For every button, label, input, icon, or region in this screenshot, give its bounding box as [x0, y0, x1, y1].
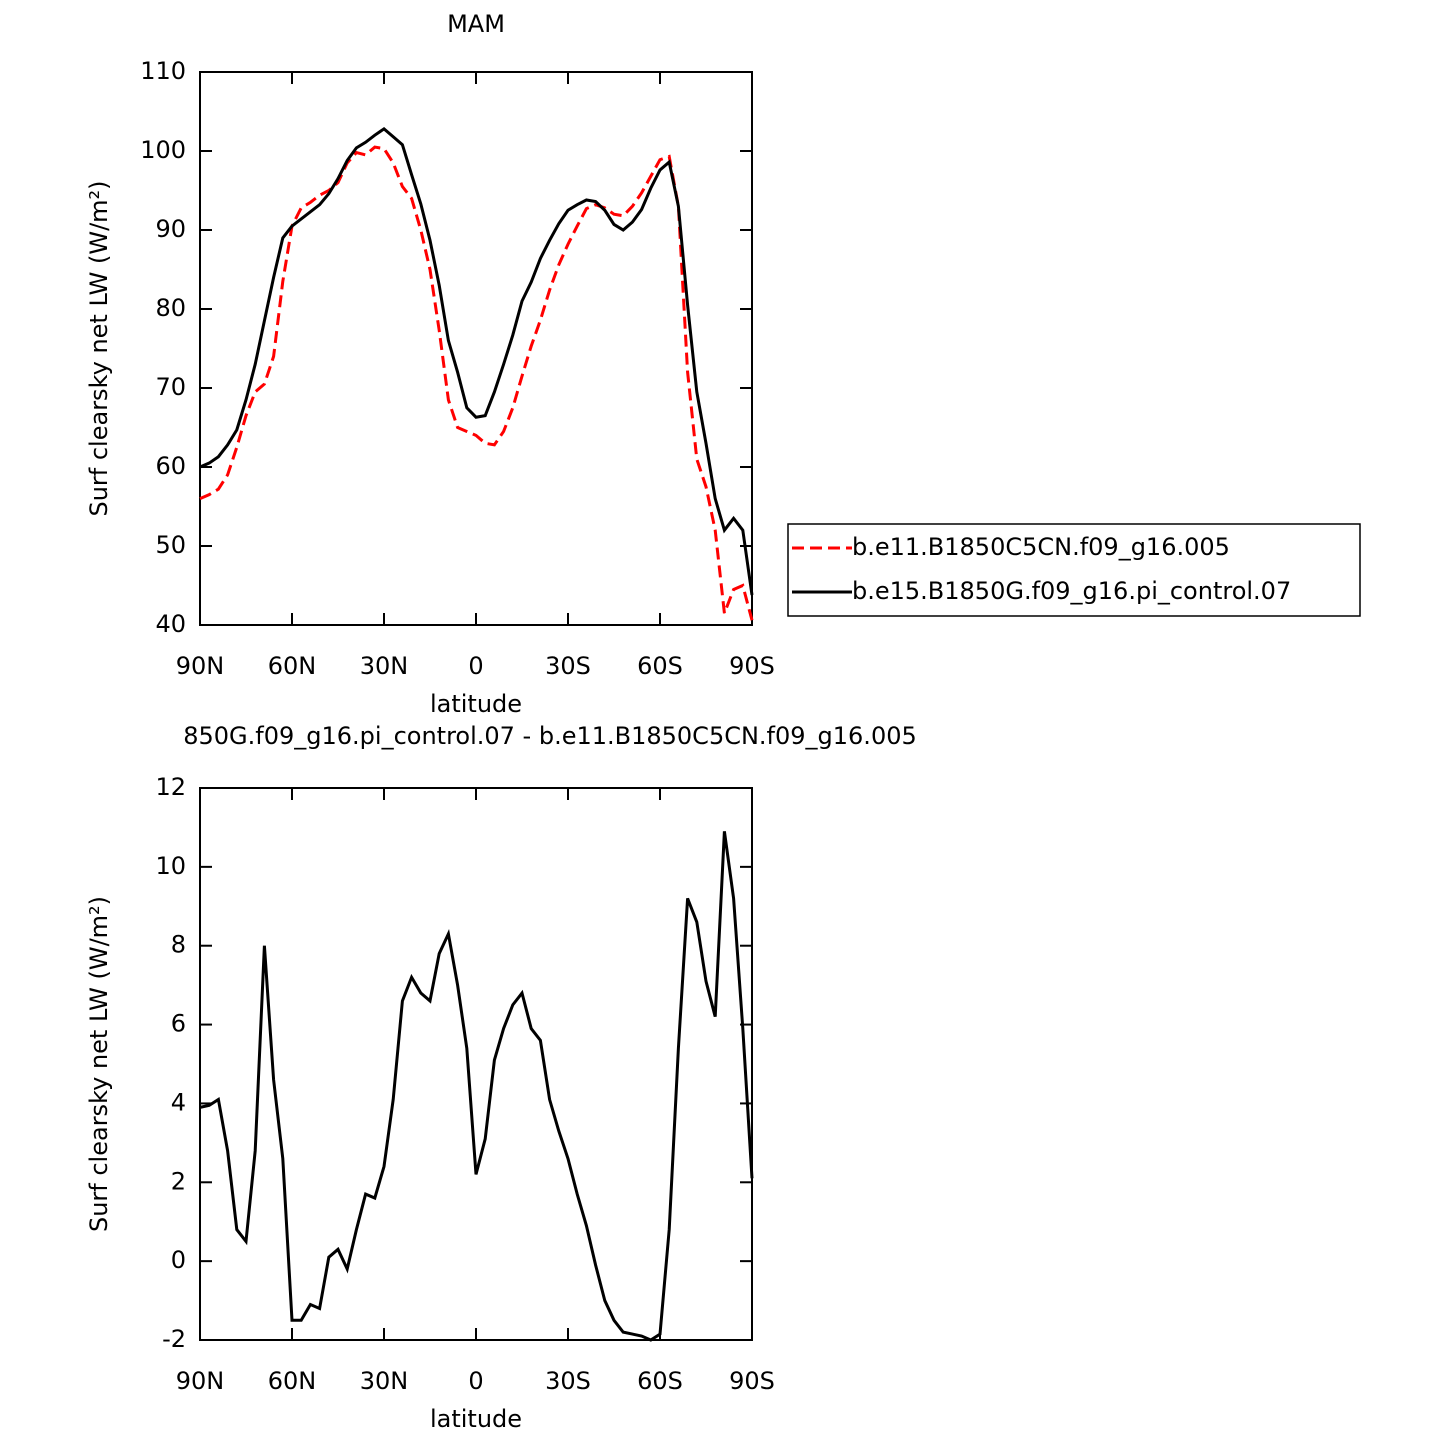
x-tick-label: 60S — [637, 1367, 683, 1395]
x-tick-label: 60N — [268, 1367, 317, 1395]
chart-title: MAM — [447, 10, 505, 38]
y-tick-label: 10 — [155, 852, 186, 880]
y-tick-label: 60 — [155, 452, 186, 480]
x-tick-label: 60S — [637, 652, 683, 680]
x-tick-label: 90N — [176, 1367, 225, 1395]
y-tick-label: 12 — [155, 773, 186, 801]
y-tick-label: 4 — [171, 1088, 186, 1116]
x-axis-label: latitude — [430, 1405, 522, 1433]
x-tick-label: 30S — [545, 1367, 591, 1395]
y-tick-label: 40 — [155, 610, 186, 638]
y-axis-label: Surf clearsky net LW (W/m²) — [85, 896, 113, 1232]
legend-label: b.e11.B1850C5CN.f09_g16.005 — [852, 533, 1230, 561]
y-axis-label: Surf clearsky net LW (W/m²) — [85, 180, 113, 516]
y-tick-label: 100 — [140, 136, 186, 164]
data-line — [199, 126, 754, 596]
y-tick-label: 90 — [155, 215, 186, 243]
y-tick-label: 70 — [155, 373, 186, 401]
plot-frame — [199, 71, 753, 626]
legend-box — [787, 523, 1361, 617]
plot-frame — [199, 787, 753, 1341]
x-tick-label: 60N — [268, 652, 317, 680]
x-axis-label: latitude — [430, 690, 522, 718]
y-tick-label: -2 — [162, 1325, 186, 1353]
x-tick-label: 90S — [729, 652, 775, 680]
y-tick-label: 110 — [140, 57, 186, 85]
x-tick-label: 0 — [468, 652, 483, 680]
x-tick-label: 0 — [468, 1367, 483, 1395]
y-tick-label: 8 — [171, 931, 186, 959]
x-tick-label: 30S — [545, 652, 591, 680]
y-tick-label: 6 — [171, 1010, 186, 1038]
data-line — [199, 145, 754, 621]
chart-title: 850G.f09_g16.pi_control.07 - b.e11.B1850… — [183, 722, 917, 750]
x-tick-label: 90S — [729, 1367, 775, 1395]
legend-label: b.e15.B1850G.f09_g16.pi_control.07 — [852, 577, 1291, 605]
x-tick-label: 30N — [360, 652, 409, 680]
y-tick-label: 2 — [171, 1167, 186, 1195]
y-tick-label: 0 — [171, 1246, 186, 1274]
x-tick-label: 90N — [176, 652, 225, 680]
x-tick-label: 30N — [360, 1367, 409, 1395]
y-tick-label: 50 — [155, 531, 186, 559]
y-tick-label: 80 — [155, 294, 186, 322]
data-line — [199, 831, 754, 1342]
